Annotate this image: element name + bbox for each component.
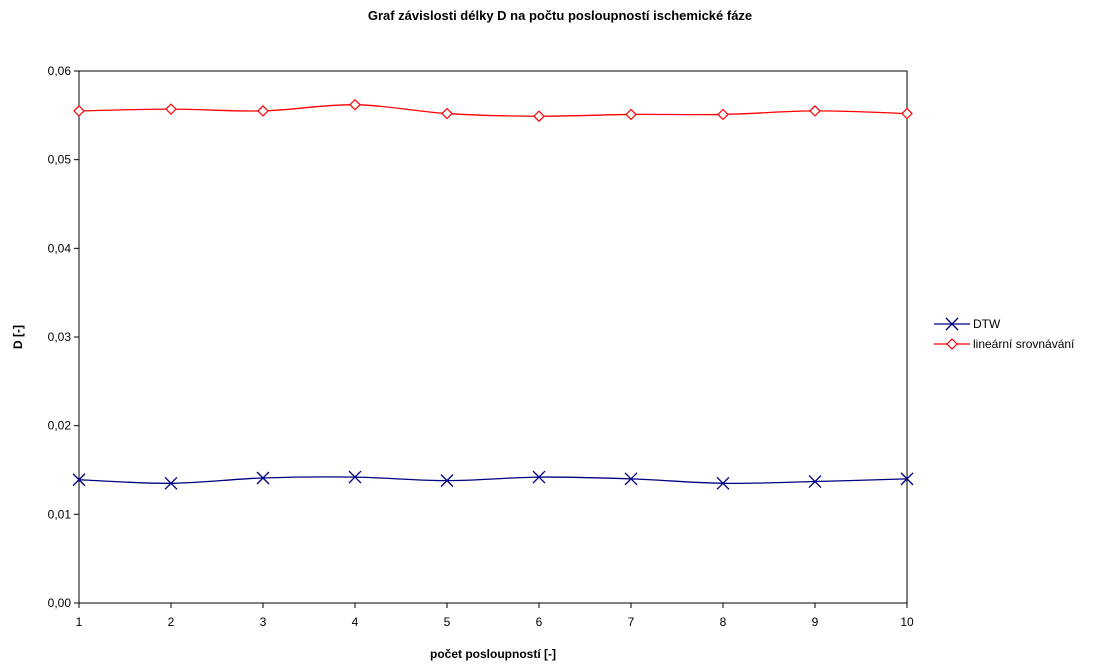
series-2-point [165,103,177,115]
series-2-point [441,107,453,120]
x-axis-label: počet posloupností [-] [430,647,556,661]
series-1-point [808,475,822,488]
series-2-point [533,110,545,123]
series-1-point [624,472,638,486]
y-axis: 0,00 0,01 0,02 0,03 0,04 0,05 0,06 [48,64,79,610]
series-2-point [901,107,913,120]
series-2 [73,98,913,123]
legend-item: DTW [934,317,1001,331]
legend-label: lineární srovnávání [973,337,1075,351]
series-2-line [78,104,908,117]
series-1-point [256,471,270,485]
legend: DTW lineární srovnávání [934,317,1075,351]
y-tick-label: 0,00 [48,596,72,610]
series-1-line [78,476,908,485]
x-tick-label: 9 [812,615,819,629]
series-1-point [164,476,178,490]
x-tick-label: 6 [536,615,543,629]
series-1-point [532,470,546,484]
y-tick-label: 0,05 [48,153,72,167]
legend-swatch-marker [945,317,959,331]
series-2-point [257,105,269,117]
plot-area [78,70,908,604]
series-2-point [73,105,85,117]
series-1 [72,470,914,490]
series-2-point [717,108,729,121]
x-tick-label: 5 [444,615,451,629]
y-tick-label: 0,02 [48,419,72,433]
series-layer [72,98,914,490]
series-1-point [72,473,86,487]
series-1-point [348,470,362,484]
x-tick-label: 7 [628,615,635,629]
y-tick-label: 0,01 [48,507,72,521]
y-tick-label: 0,06 [48,64,72,78]
series-1-point [716,476,730,490]
x-tick-label: 3 [260,615,267,629]
legend-item: lineární srovnávání [934,337,1075,351]
legend-swatch-marker [946,338,958,350]
series-1-point [900,472,914,486]
y-tick-label: 0,03 [48,330,72,344]
y-axis-label: D [-] [11,325,25,349]
series-2-point [349,98,361,111]
series-2-point [809,105,821,117]
series-2-point [625,108,637,121]
y-tick-label: 0,04 [48,241,72,255]
legend-label: DTW [973,317,1001,331]
series-1-point [440,474,454,488]
x-axis: 1 2 3 4 5 6 7 8 9 10 [76,603,914,629]
x-tick-label: 1 [76,615,83,629]
chart-title: Graf závislosti délky D na počtu posloup… [368,8,752,23]
x-tick-label: 4 [352,615,359,629]
x-tick-label: 10 [900,615,914,629]
x-tick-label: 8 [720,615,727,629]
x-tick-label: 2 [168,615,175,629]
